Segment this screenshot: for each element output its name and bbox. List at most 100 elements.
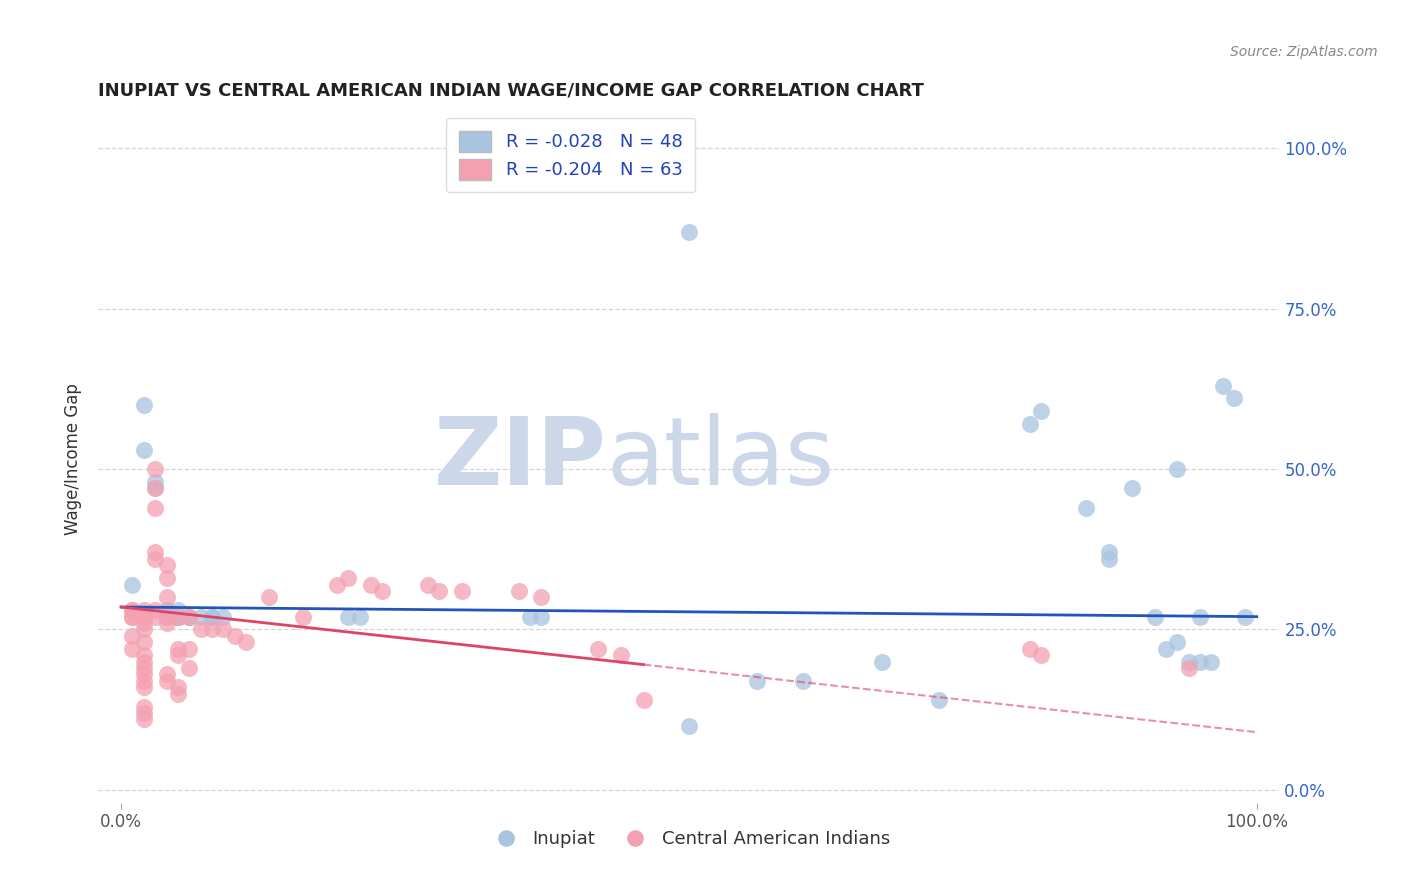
Point	[167, 603, 190, 617]
Point	[132, 655, 155, 669]
Point	[179, 641, 201, 656]
Point	[121, 629, 143, 643]
Point	[633, 693, 655, 707]
Point	[1154, 641, 1177, 656]
Point	[132, 699, 155, 714]
Point	[167, 687, 190, 701]
Point	[190, 623, 212, 637]
Point	[121, 577, 143, 591]
Text: INUPIAT VS CENTRAL AMERICAN INDIAN WAGE/INCOME GAP CORRELATION CHART: INUPIAT VS CENTRAL AMERICAN INDIAN WAGE/…	[98, 81, 924, 99]
Point	[179, 609, 201, 624]
Point	[155, 591, 177, 605]
Point	[143, 462, 166, 476]
Point	[155, 609, 177, 624]
Point	[167, 609, 190, 624]
Point	[1166, 635, 1188, 649]
Point	[121, 609, 143, 624]
Point	[167, 609, 190, 624]
Point	[143, 481, 166, 495]
Point	[179, 609, 201, 624]
Point	[167, 609, 190, 624]
Point	[678, 719, 700, 733]
Point	[201, 609, 224, 624]
Point	[450, 584, 472, 599]
Point	[155, 609, 177, 624]
Point	[427, 584, 450, 599]
Point	[167, 609, 190, 624]
Point	[337, 571, 360, 585]
Text: Source: ZipAtlas.com: Source: ZipAtlas.com	[1230, 45, 1378, 59]
Point	[610, 648, 633, 662]
Point	[143, 552, 166, 566]
Point	[1166, 462, 1188, 476]
Point	[132, 667, 155, 681]
Point	[179, 661, 201, 675]
Text: ZIP: ZIP	[433, 413, 606, 506]
Point	[678, 225, 700, 239]
Point	[155, 571, 177, 585]
Point	[1188, 655, 1211, 669]
Point	[792, 673, 814, 688]
Point	[179, 609, 201, 624]
Point	[360, 577, 382, 591]
Point	[155, 667, 177, 681]
Point	[132, 673, 155, 688]
Point	[132, 609, 155, 624]
Point	[257, 591, 280, 605]
Point	[132, 609, 155, 624]
Point	[143, 609, 166, 624]
Point	[1234, 609, 1257, 624]
Y-axis label: Wage/Income Gap: Wage/Income Gap	[65, 384, 83, 535]
Point	[132, 442, 155, 457]
Point	[212, 609, 235, 624]
Point	[201, 609, 224, 624]
Text: atlas: atlas	[606, 413, 835, 506]
Point	[143, 481, 166, 495]
Point	[155, 673, 177, 688]
Point	[291, 609, 314, 624]
Point	[155, 609, 177, 624]
Point	[1098, 552, 1121, 566]
Point	[928, 693, 950, 707]
Point	[1121, 481, 1143, 495]
Point	[586, 641, 609, 656]
Point	[519, 609, 541, 624]
Point	[1018, 417, 1040, 431]
Point	[745, 673, 768, 688]
Point	[155, 616, 177, 631]
Point	[132, 398, 155, 412]
Point	[132, 706, 155, 720]
Point	[132, 635, 155, 649]
Point	[870, 655, 893, 669]
Point	[121, 603, 143, 617]
Point	[143, 545, 166, 559]
Point	[167, 680, 190, 694]
Point	[1098, 545, 1121, 559]
Legend: Inupiat, Central American Indians: Inupiat, Central American Indians	[481, 823, 897, 855]
Point	[132, 623, 155, 637]
Point	[371, 584, 394, 599]
Point	[132, 661, 155, 675]
Point	[1029, 648, 1052, 662]
Point	[132, 680, 155, 694]
Point	[155, 609, 177, 624]
Point	[235, 635, 257, 649]
Point	[121, 603, 143, 617]
Point	[1177, 655, 1199, 669]
Point	[1223, 392, 1246, 406]
Point	[1029, 404, 1052, 418]
Point	[508, 584, 530, 599]
Point	[132, 712, 155, 726]
Point	[121, 609, 143, 624]
Point	[167, 609, 190, 624]
Point	[143, 475, 166, 489]
Point	[167, 648, 190, 662]
Point	[1076, 500, 1098, 515]
Point	[326, 577, 349, 591]
Point	[167, 641, 190, 656]
Point	[132, 648, 155, 662]
Point	[337, 609, 360, 624]
Point	[1212, 378, 1234, 392]
Point	[212, 623, 235, 637]
Point	[1201, 655, 1223, 669]
